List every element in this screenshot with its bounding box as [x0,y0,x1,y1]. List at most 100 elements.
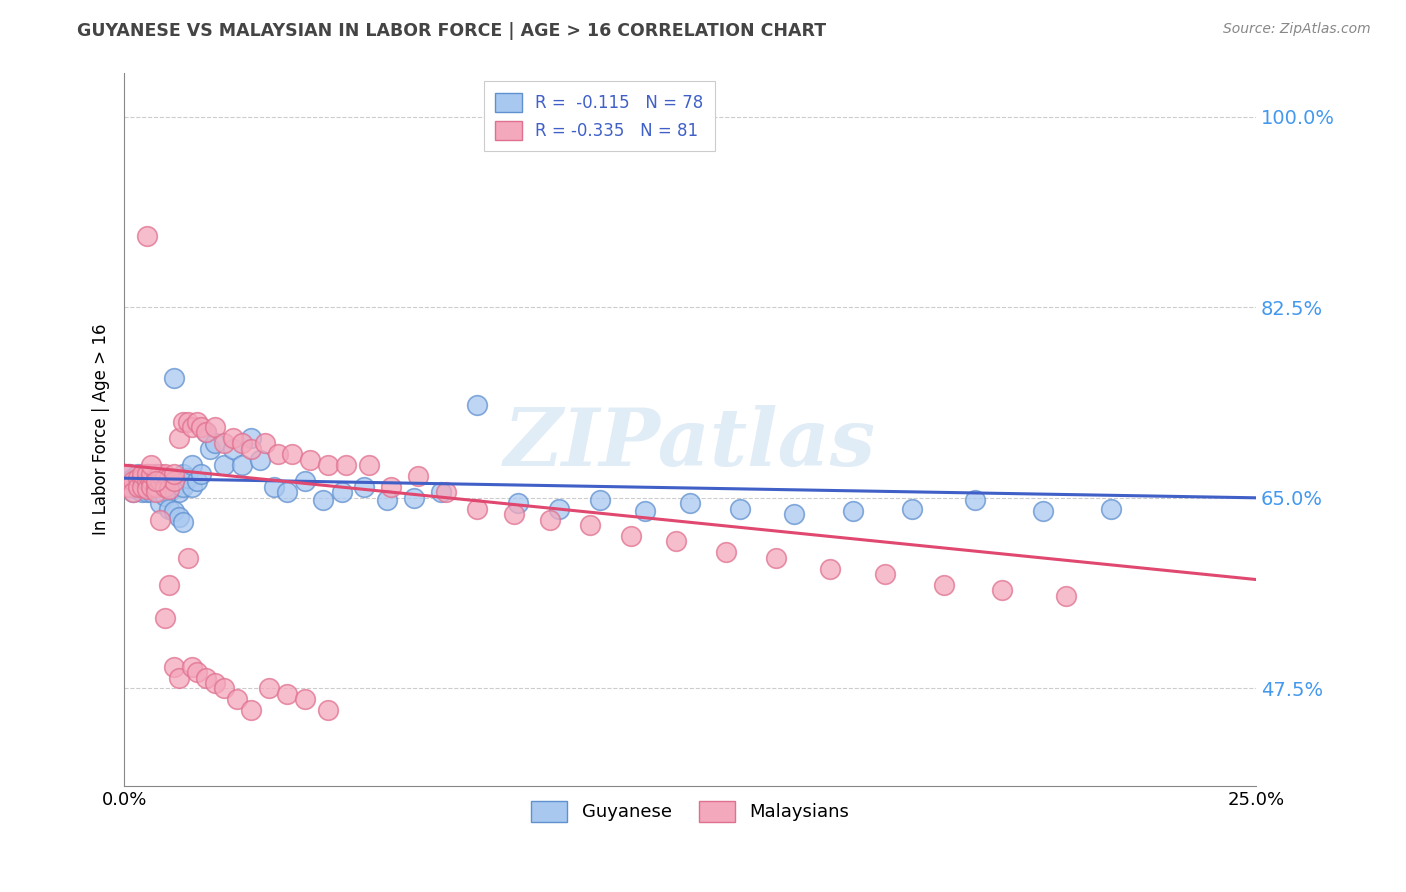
Point [176,550,198,565]
Point [127,480,149,494]
Point [276,687,298,701]
Point [141,482,163,496]
Legend: Guyanese, Malaysians: Guyanese, Malaysians [519,789,862,835]
Y-axis label: In Labor Force | Age > 16: In Labor Force | Age > 16 [93,324,110,535]
Point [145,480,167,494]
Point [135,480,157,494]
Point [122,475,145,489]
Point [159,501,181,516]
Point [163,371,186,385]
Point [765,550,787,565]
Point [222,431,245,445]
Point [239,442,262,456]
Text: GUYANESE VS MALAYSIAN IN LABOR FORCE | AGE > 16 CORRELATION CHART: GUYANESE VS MALAYSIAN IN LABOR FORCE | A… [77,22,827,40]
Point [153,480,176,494]
Point [135,467,157,481]
Point [145,475,167,489]
Point [222,442,245,456]
Point [135,475,157,489]
Point [181,659,204,673]
Point [280,447,302,461]
Point [131,485,153,500]
Point [159,578,181,592]
Point [375,493,398,508]
Point [141,458,163,472]
Point [135,229,157,244]
Point [257,681,280,696]
Point [408,469,430,483]
Point [253,436,276,450]
Point [159,471,181,485]
Point [820,561,842,575]
Point [127,475,149,489]
Point [163,504,186,518]
Point [118,480,141,494]
Point [167,510,190,524]
Point [181,458,204,472]
Point [932,578,955,592]
Point [226,692,249,706]
Point [312,493,335,508]
Point [194,425,217,440]
Point [149,475,172,489]
Point [145,471,167,485]
Point [965,493,987,508]
Point [135,485,157,500]
Point [163,480,186,494]
Point [316,458,339,472]
Point [122,485,145,500]
Point [190,467,212,481]
Point [141,480,163,494]
Point [167,431,190,445]
Point [163,659,186,673]
Point [212,681,235,696]
Point [588,493,610,508]
Point [901,501,924,516]
Point [118,467,141,481]
Point [145,482,167,496]
Point [679,496,702,510]
Point [172,515,194,529]
Point [145,480,167,494]
Point [153,480,176,494]
Point [141,467,163,481]
Point [716,545,738,559]
Point [579,518,602,533]
Point [181,480,204,494]
Point [153,489,176,503]
Point [212,436,235,450]
Point [506,496,529,510]
Point [204,420,226,434]
Point [135,482,157,496]
Point [200,442,222,456]
Point [141,475,163,489]
Point [276,485,298,500]
Point [149,485,172,500]
Point [149,471,172,485]
Point [298,452,321,467]
Point [159,485,181,500]
Point [131,480,153,494]
Point [145,485,167,500]
Point [547,501,569,516]
Point [181,420,204,434]
Point [991,583,1014,598]
Point [212,458,235,472]
Point [167,471,190,485]
Point [149,513,172,527]
Point [186,475,208,489]
Point [239,703,262,717]
Point [842,504,865,518]
Point [153,475,176,489]
Text: Source: ZipAtlas.com: Source: ZipAtlas.com [1223,22,1371,37]
Point [176,471,198,485]
Point [204,436,226,450]
Point [135,467,157,481]
Point [145,467,167,481]
Point [186,415,208,429]
Point [316,703,339,717]
Point [402,491,425,505]
Point [194,425,217,440]
Point [149,496,172,510]
Point [131,469,153,483]
